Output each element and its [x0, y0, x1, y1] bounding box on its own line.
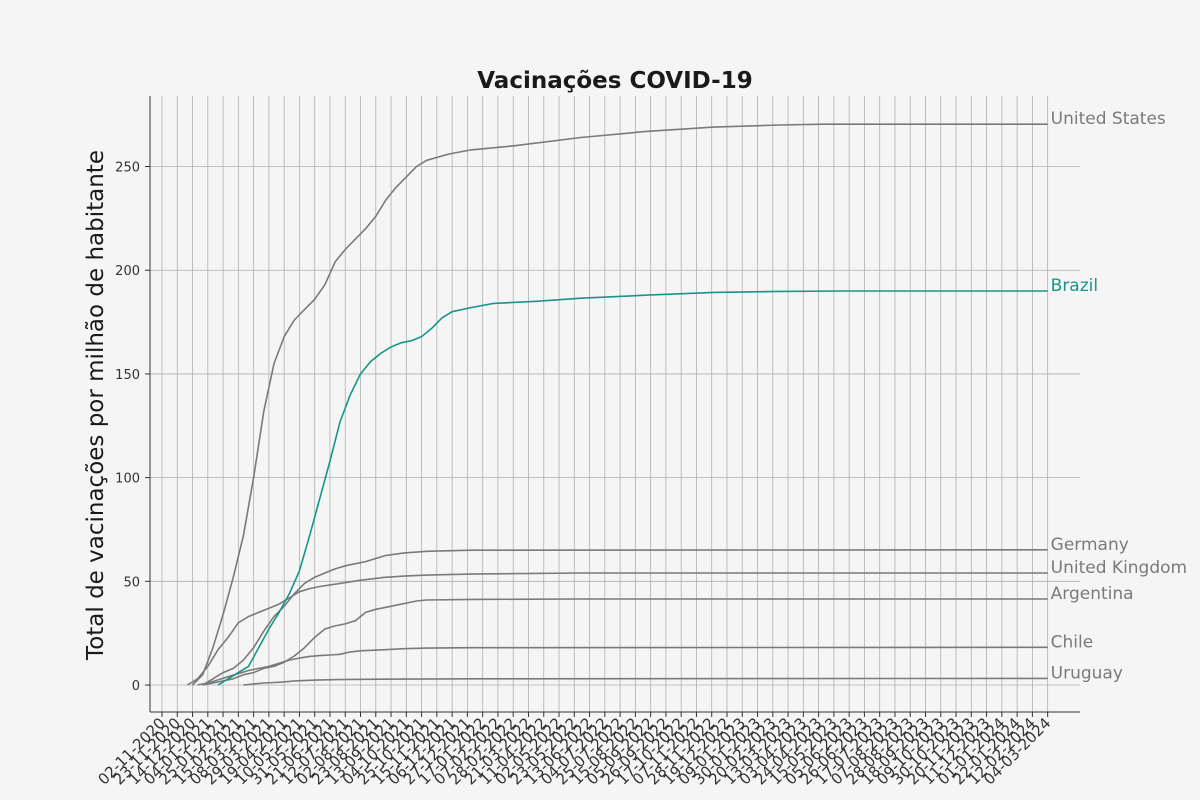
labels-layer: United States Brazil Germany United Kingdom… [1051, 109, 1187, 683]
series-label-chile: Chile [1051, 632, 1094, 652]
y-tick-label: 200 [115, 264, 140, 279]
series-line-germany [202, 549, 1048, 686]
series-line-united-states [191, 123, 1048, 686]
series-line-united-kingdom [186, 572, 1048, 686]
series-line-argentina [202, 598, 1048, 686]
y-axis-label: Total de vacinações por milhão de habita… [83, 150, 109, 661]
series-line-brazil [217, 290, 1048, 686]
axes-layer: 02-11-202023-11-202014-12-202004-01-2021… [94, 96, 1080, 788]
series-label-argentina: Argentina [1051, 584, 1134, 604]
y-tick-label: 150 [115, 368, 140, 383]
series-label-united-states: United States [1051, 109, 1166, 129]
series-layer [186, 123, 1048, 686]
series-label-germany: Germany [1051, 535, 1129, 555]
series-label-uruguay: Uruguay [1051, 663, 1123, 683]
y-tick-label: 250 [115, 161, 140, 176]
y-tick-label: 100 [115, 472, 140, 487]
grid-layer [150, 96, 1080, 712]
series-label-united-kingdom: United Kingdom [1051, 558, 1187, 578]
y-tick-label: 50 [123, 575, 140, 590]
series-label-brazil: Brazil [1051, 276, 1098, 296]
series-line-uruguay [243, 677, 1048, 686]
y-tick-label: 0 [132, 679, 140, 694]
chart-title: Vacinações COVID-19 [477, 68, 752, 94]
